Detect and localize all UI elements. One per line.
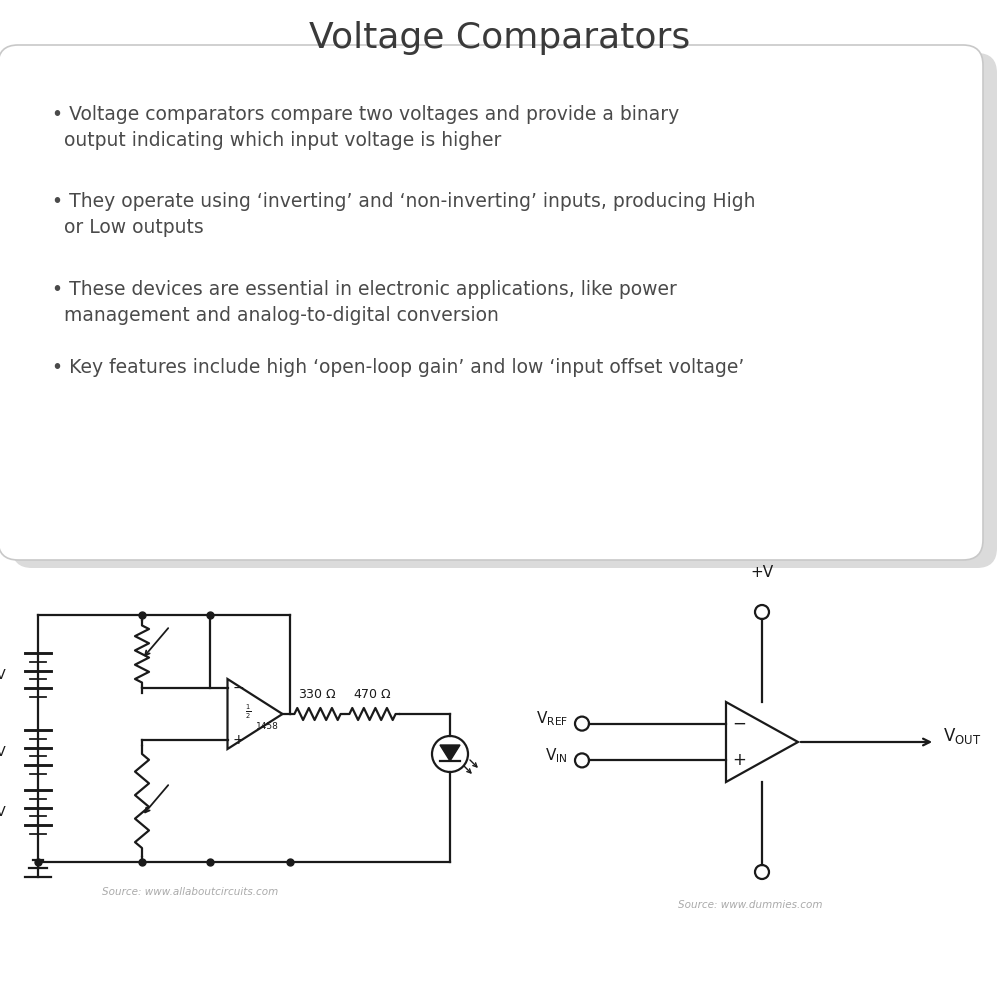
FancyBboxPatch shape <box>0 45 983 560</box>
Text: 6 V: 6 V <box>0 668 6 682</box>
Text: −: − <box>232 681 244 695</box>
Text: +V: +V <box>750 565 774 580</box>
Text: V$_{\mathregular{IN}}$: V$_{\mathregular{IN}}$ <box>545 746 568 765</box>
Text: 6 V: 6 V <box>0 745 6 759</box>
Text: +: + <box>232 733 244 747</box>
Text: −: − <box>732 715 746 733</box>
Text: 1458: 1458 <box>256 722 279 731</box>
Text: Source: www.allaboutcircuits.com: Source: www.allaboutcircuits.com <box>102 887 278 897</box>
Text: • These devices are essential in electronic applications, like power
  managemen: • These devices are essential in electro… <box>52 280 677 325</box>
Text: 6 V: 6 V <box>0 805 6 819</box>
Text: +: + <box>732 751 746 769</box>
Text: • They operate using ‘inverting’ and ‘non-inverting’ inputs, producing High
  or: • They operate using ‘inverting’ and ‘no… <box>52 192 756 237</box>
Text: 330 $\Omega$: 330 $\Omega$ <box>298 688 337 701</box>
Text: V$_{\mathregular{REF}}$: V$_{\mathregular{REF}}$ <box>536 709 568 728</box>
Text: Voltage Comparators: Voltage Comparators <box>309 21 691 55</box>
Text: 470 $\Omega$: 470 $\Omega$ <box>353 688 392 701</box>
Polygon shape <box>440 745 460 761</box>
Text: • Voltage comparators compare two voltages and provide a binary
  output indicat: • Voltage comparators compare two voltag… <box>52 105 679 150</box>
Text: $\frac{1}{2}$: $\frac{1}{2}$ <box>245 703 251 721</box>
Text: • Key features include high ‘open-loop gain’ and low ‘input offset voltage’: • Key features include high ‘open-loop g… <box>52 358 744 377</box>
FancyBboxPatch shape <box>12 53 997 568</box>
Text: Source: www.dummies.com: Source: www.dummies.com <box>678 900 822 910</box>
Text: V$_{\mathregular{OUT}}$: V$_{\mathregular{OUT}}$ <box>943 726 981 746</box>
